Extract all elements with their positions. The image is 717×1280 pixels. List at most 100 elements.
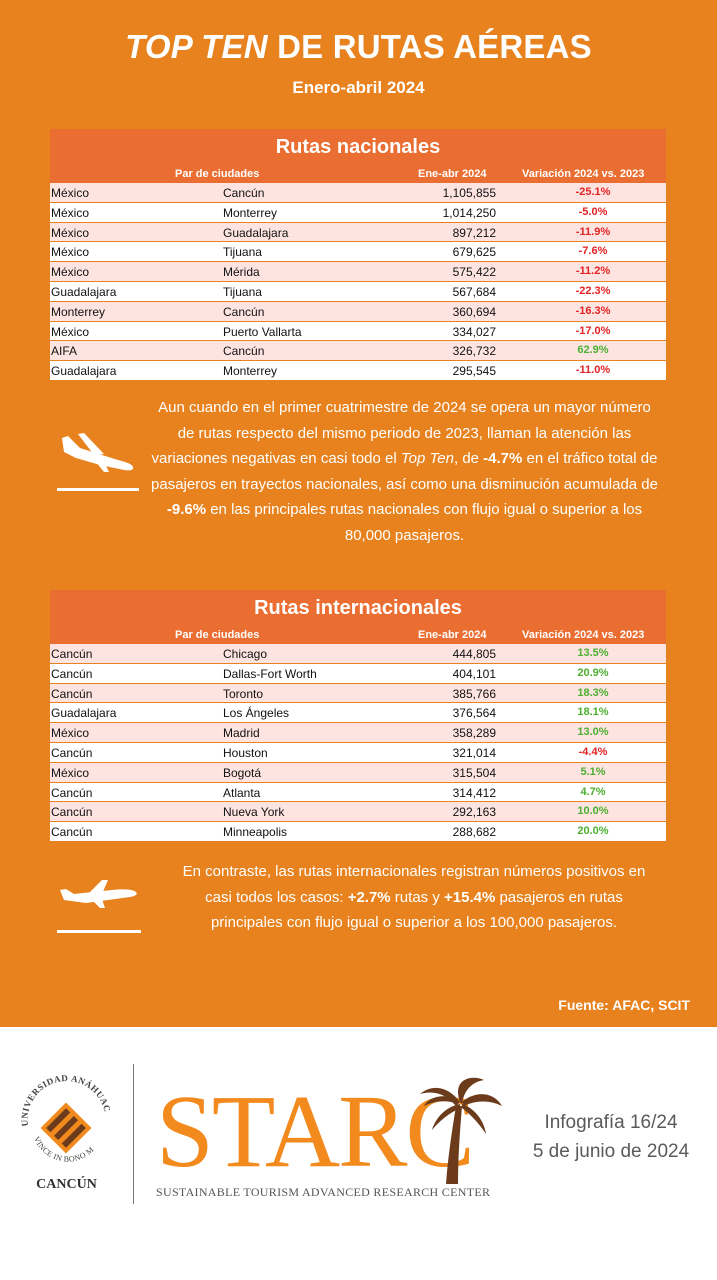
- origin-city: Guadalajara: [51, 706, 117, 721]
- origin-city: México: [51, 765, 90, 780]
- destination-city: Tijuana: [223, 245, 262, 260]
- table-row: Cancún Houston 321,014 -4.4%: [50, 742, 666, 763]
- origin-city: Cancún: [51, 686, 93, 701]
- variation-value: 5.1%: [580, 765, 606, 778]
- passenger-count: 575,422: [452, 265, 496, 280]
- variation-value: -16.3%: [575, 304, 611, 317]
- variation-value: 62.9%: [577, 344, 609, 357]
- destination-city: Bogotá: [223, 765, 262, 780]
- column-header-value: Ene-abr 2024: [418, 168, 487, 180]
- national-summary-paragraph: Aun cuando en el primer cuatrimestre de …: [151, 399, 658, 544]
- variation-value: 4.7%: [580, 785, 606, 798]
- starc-subtitle: SUSTAINABLE TOURISM ADVANCED RESEARCH CE…: [156, 1185, 491, 1199]
- destination-city: Los Ángeles: [223, 706, 290, 721]
- table-row: México Madrid 358,289 13.0%: [50, 723, 666, 743]
- landing-runway-line: [57, 488, 139, 491]
- infographic-number: Infografía 16/24: [544, 1112, 678, 1133]
- national-table-title: Rutas nacionales: [50, 129, 666, 165]
- takeoff-runway-line: [57, 930, 141, 933]
- infographic-date: 5 de junio de 2024: [532, 1141, 690, 1162]
- origin-city: México: [51, 205, 90, 220]
- table-row: Cancún Nueva York 292,163 10.0%: [50, 802, 666, 823]
- destination-city: Houston: [223, 745, 268, 760]
- origin-city: México: [51, 225, 90, 240]
- variation-value: 13.0%: [577, 726, 609, 739]
- variation-value: -11.0%: [575, 364, 611, 377]
- variation-value: 18.1%: [577, 706, 609, 719]
- origin-city: Monterrey: [51, 304, 106, 319]
- international-table-title: Rutas internacionales: [50, 590, 666, 626]
- national-rows: México Cancún 1,105,855 -25.1% México Monterr…: [50, 183, 666, 381]
- origin-city: Cancún: [51, 666, 93, 681]
- passenger-count: 1,014,250: [442, 205, 496, 220]
- passenger-count: 360,694: [452, 304, 496, 319]
- variation-value: -22.3%: [575, 284, 611, 297]
- variation-value: -17.0%: [575, 324, 611, 337]
- variation-value: -7.6%: [578, 245, 608, 258]
- column-header-pair: Par de ciudades: [175, 168, 260, 180]
- column-header-pair: Par de ciudades: [175, 629, 260, 641]
- table-row: México Guadalajara 897,212 -11.9%: [50, 222, 666, 243]
- passenger-count: 1,105,855: [442, 186, 496, 200]
- origin-city: México: [51, 324, 90, 339]
- university-logo: UNIVERSIDAD ANÁHUAC VINCE IN BONO MALUM: [14, 1072, 112, 1164]
- international-column-headers: Par de ciudades Ene-abr 2024 Variación 2…: [50, 626, 666, 644]
- column-header-value: Ene-abr 2024: [418, 629, 487, 641]
- table-row: México Monterrey 1,014,250 -5.0%: [50, 202, 666, 223]
- origin-city: México: [51, 726, 90, 741]
- variation-value: -11.9%: [575, 225, 611, 238]
- airplane-takeoff-icon: [60, 880, 137, 908]
- airplane-landing-icon: [62, 433, 134, 472]
- origin-city: México: [51, 186, 90, 200]
- origin-city: México: [51, 265, 90, 280]
- column-header-variation: Variación 2024 vs. 2023: [522, 168, 645, 180]
- origin-city: Guadalajara: [51, 364, 117, 379]
- variation-value: 10.0%: [577, 805, 609, 818]
- source-note: Fuente: AFAC, SCIT: [558, 997, 690, 1013]
- destination-city: Nueva York: [223, 805, 285, 820]
- destination-city: Mérida: [223, 265, 260, 280]
- variation-value: -4.4%: [578, 745, 608, 758]
- variation-value: -25.1%: [575, 186, 611, 198]
- table-row: Guadalajara Monterrey 295,545 -11.0%: [50, 361, 666, 381]
- origin-city: Cancún: [51, 785, 93, 800]
- table-row: Cancún Dallas-Fort Worth 404,101 20.9%: [50, 663, 666, 684]
- passenger-count: 326,732: [452, 344, 496, 359]
- table-row: México Puerto Vallarta 334,027 -17.0%: [50, 321, 666, 342]
- destination-city: Puerto Vallarta: [223, 324, 302, 339]
- page-subtitle: Enero-abril 2024: [292, 78, 425, 97]
- origin-city: México: [51, 245, 90, 260]
- passenger-count: 358,289: [452, 726, 496, 741]
- passenger-count: 315,504: [452, 765, 496, 780]
- origin-city: Cancún: [51, 745, 93, 760]
- origin-city: Cancún: [51, 825, 93, 840]
- variation-value: 18.3%: [577, 686, 609, 699]
- table-row: México Bogotá 315,504 5.1%: [50, 762, 666, 783]
- national-column-headers: Par de ciudades Ene-abr 2024 Variación 2…: [50, 165, 666, 183]
- university-city: CANCÚN: [36, 1177, 97, 1192]
- origin-city: AIFA: [51, 344, 78, 359]
- table-row: México Tijuana 679,625 -7.6%: [50, 242, 666, 263]
- national-routes-table: Rutas nacionales Par de ciudades Ene-abr…: [50, 129, 666, 381]
- palm-tree-icon: [420, 1077, 502, 1184]
- passenger-count: 897,212: [452, 225, 496, 240]
- table-row: Cancún Chicago 444,805 13.5%: [50, 644, 666, 664]
- destination-city: Chicago: [223, 647, 268, 661]
- column-header-variation: Variación 2024 vs. 2023: [522, 629, 645, 641]
- table-row: Monterrey Cancún 360,694 -16.3%: [50, 301, 666, 322]
- table-row: Guadalajara Los Ángeles 376,564 18.1%: [50, 703, 666, 724]
- table-row: Guadalajara Tijuana 567,684 -22.3%: [50, 281, 666, 302]
- table-row: México Cancún 1,105,855 -25.1%: [50, 183, 666, 203]
- infographic-info: Infografía 16/24 5 de junio de 2024: [516, 1108, 706, 1166]
- destination-city: Tijuana: [223, 284, 262, 299]
- destination-city: Minneapolis: [223, 825, 288, 840]
- destination-city: Toronto: [223, 686, 264, 701]
- destination-city: Dallas-Fort Worth: [223, 666, 317, 681]
- passenger-count: 334,027: [452, 324, 496, 339]
- international-rows: Cancún Chicago 444,805 13.5% Cancún Dallas-Fo…: [50, 644, 666, 842]
- variation-value: -11.2%: [575, 265, 611, 278]
- table-row: AIFA Cancún 326,732 62.9%: [50, 341, 666, 362]
- page-title: TOP TEN DE RUTAS AÉREAS: [125, 28, 592, 65]
- passenger-count: 444,805: [452, 647, 496, 661]
- variation-value: -5.0%: [578, 205, 608, 218]
